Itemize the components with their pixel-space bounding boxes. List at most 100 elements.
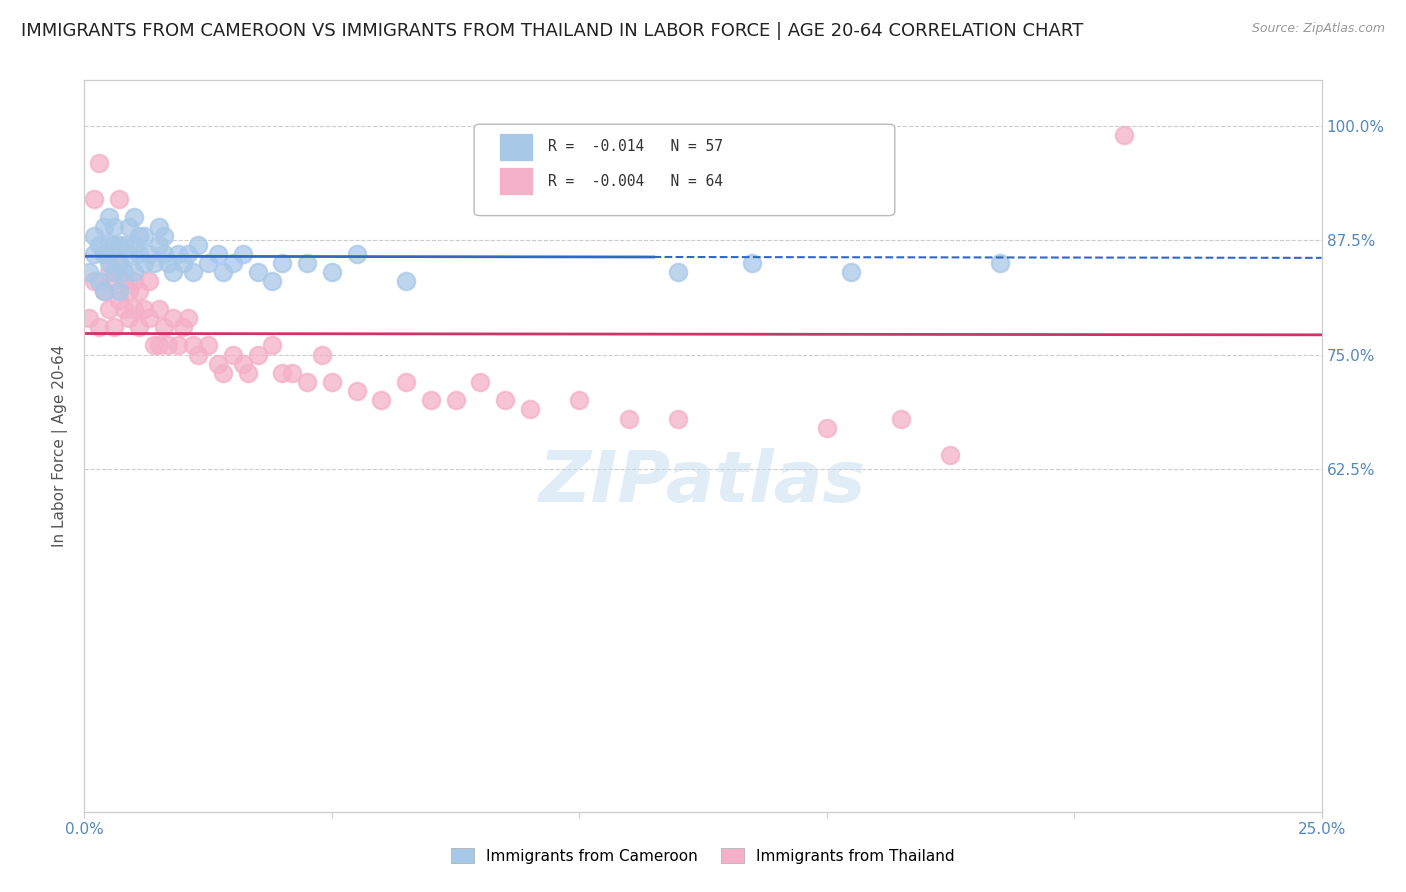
- Point: [108, 192, 131, 206]
- Point: [93, 284, 115, 298]
- Point: [108, 284, 131, 298]
- Point: [118, 247, 141, 261]
- Point: [246, 265, 269, 279]
- Point: [232, 247, 254, 261]
- Point: [103, 238, 125, 252]
- Text: IMMIGRANTS FROM CAMEROON VS IMMIGRANTS FROM THAILAND IN LABOR FORCE | AGE 20-64 : IMMIGRANTS FROM CAMEROON VS IMMIGRANTS F…: [21, 22, 1084, 40]
- Point: [617, 411, 640, 425]
- Point: [93, 284, 115, 298]
- Point: [222, 256, 245, 270]
- Point: [98, 265, 121, 279]
- Point: [112, 301, 135, 316]
- Point: [222, 348, 245, 362]
- Point: [118, 219, 141, 234]
- Point: [93, 219, 115, 234]
- Point: [128, 247, 150, 261]
- Point: [181, 338, 204, 352]
- Point: [187, 238, 209, 252]
- Point: [281, 366, 304, 380]
- Point: [83, 247, 105, 261]
- Point: [271, 366, 294, 380]
- Point: [568, 393, 591, 408]
- Point: [98, 256, 121, 270]
- Text: ZIPatlas: ZIPatlas: [540, 448, 866, 517]
- Point: [89, 320, 111, 334]
- Point: [98, 211, 121, 225]
- Point: [138, 275, 160, 289]
- Point: [346, 384, 368, 399]
- Point: [138, 247, 160, 261]
- Point: [321, 265, 343, 279]
- Point: [148, 219, 170, 234]
- Point: [108, 256, 131, 270]
- Point: [83, 228, 105, 243]
- Point: [246, 348, 269, 362]
- FancyBboxPatch shape: [499, 168, 533, 195]
- Point: [444, 393, 467, 408]
- Point: [212, 366, 235, 380]
- Point: [741, 256, 763, 270]
- Point: [138, 310, 160, 325]
- Point: [815, 420, 838, 434]
- Point: [148, 301, 170, 316]
- Point: [98, 301, 121, 316]
- Legend: Immigrants from Cameroon, Immigrants from Thailand: Immigrants from Cameroon, Immigrants fro…: [446, 842, 960, 870]
- Point: [370, 393, 392, 408]
- Text: R =  -0.004   N = 64: R = -0.004 N = 64: [548, 174, 723, 189]
- Point: [128, 228, 150, 243]
- Point: [118, 310, 141, 325]
- Point: [93, 247, 115, 261]
- Point: [207, 247, 229, 261]
- Point: [122, 275, 145, 289]
- Point: [148, 338, 170, 352]
- Point: [890, 411, 912, 425]
- Point: [89, 155, 111, 169]
- Point: [321, 375, 343, 389]
- Point: [419, 393, 441, 408]
- Point: [98, 238, 121, 252]
- Point: [177, 247, 200, 261]
- Point: [89, 238, 111, 252]
- Point: [162, 310, 184, 325]
- Y-axis label: In Labor Force | Age 20-64: In Labor Force | Age 20-64: [52, 345, 69, 547]
- Point: [262, 338, 284, 352]
- Point: [666, 411, 689, 425]
- Point: [83, 192, 105, 206]
- Point: [108, 256, 131, 270]
- Point: [157, 338, 180, 352]
- Point: [295, 375, 318, 389]
- Point: [666, 265, 689, 279]
- Point: [152, 320, 174, 334]
- Point: [841, 265, 863, 279]
- Point: [232, 357, 254, 371]
- Point: [112, 238, 135, 252]
- Point: [142, 256, 165, 270]
- Point: [118, 284, 141, 298]
- Point: [128, 284, 150, 298]
- Point: [122, 211, 145, 225]
- Point: [152, 247, 174, 261]
- Point: [187, 348, 209, 362]
- Point: [103, 265, 125, 279]
- Point: [152, 228, 174, 243]
- Point: [271, 256, 294, 270]
- Point: [470, 375, 492, 389]
- Point: [128, 320, 150, 334]
- Point: [395, 275, 418, 289]
- Point: [112, 265, 135, 279]
- Point: [108, 238, 131, 252]
- Point: [122, 301, 145, 316]
- Point: [519, 402, 541, 417]
- Point: [103, 219, 125, 234]
- Point: [311, 348, 333, 362]
- Point: [346, 247, 368, 261]
- Point: [197, 338, 219, 352]
- Point: [148, 238, 170, 252]
- Point: [132, 301, 155, 316]
- FancyBboxPatch shape: [499, 133, 533, 161]
- Point: [112, 275, 135, 289]
- Point: [83, 275, 105, 289]
- FancyBboxPatch shape: [474, 124, 894, 216]
- Point: [167, 247, 190, 261]
- Point: [172, 256, 194, 270]
